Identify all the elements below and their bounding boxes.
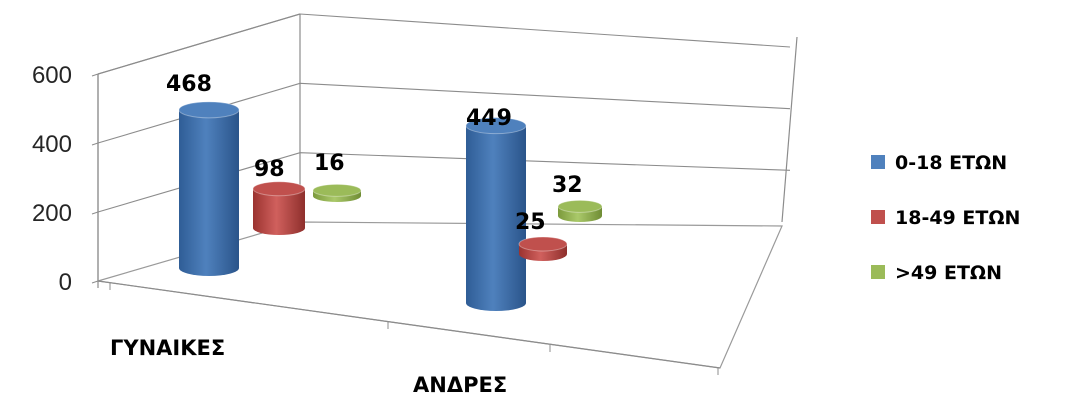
bar-body xyxy=(253,188,305,235)
back-wall-right-edge xyxy=(781,36,798,223)
x-axis-line xyxy=(97,280,721,369)
y-tick xyxy=(91,280,99,284)
bars xyxy=(178,101,603,312)
bar-top xyxy=(312,183,362,197)
gridline xyxy=(97,82,791,144)
y-axis: 0 200 400 600 xyxy=(32,62,99,296)
bar xyxy=(312,183,362,202)
legend-label: 18-49 ΕΤΩΝ xyxy=(895,207,1020,229)
y-tick xyxy=(91,142,99,146)
gridline xyxy=(97,13,791,75)
bar xyxy=(518,236,568,261)
data-label: 32 xyxy=(552,173,583,198)
y-tick-label: 400 xyxy=(32,131,72,158)
y-tick-label: 600 xyxy=(32,62,72,89)
legend-swatch xyxy=(871,155,885,169)
data-label: 98 xyxy=(254,157,285,182)
y-ticks: 0 200 400 600 xyxy=(32,62,99,296)
y-tick-label: 200 xyxy=(32,200,72,227)
gridline xyxy=(97,152,791,213)
bar-top xyxy=(252,181,306,197)
x-axis: ΓΥΝΑΙΚΕΣ ΑΝΔΡΕΣ xyxy=(97,280,721,397)
legend-label: >49 ΕΤΩΝ xyxy=(895,262,1002,284)
gridlines xyxy=(97,13,791,213)
bar-top xyxy=(518,236,568,252)
legend-label: 0-18 ΕΤΩΝ xyxy=(895,152,1007,174)
legend-swatch xyxy=(871,210,885,224)
bar-body xyxy=(466,125,526,312)
y-tick-label: 0 xyxy=(59,269,72,296)
data-label: 468 xyxy=(166,72,212,97)
y-tick xyxy=(91,211,99,215)
bar xyxy=(252,181,306,235)
bar-top xyxy=(178,101,240,119)
bar-top xyxy=(557,199,603,213)
data-label: 16 xyxy=(314,151,345,176)
data-labels: 468 98 16 449 25 32 xyxy=(166,72,583,235)
data-label: 25 xyxy=(515,210,546,235)
legend: 0-18 ΕΤΩΝ 18-49 ΕΤΩΝ >49 ΕΤΩΝ xyxy=(871,152,1020,284)
bar xyxy=(465,117,527,312)
x-category-label: ΓΥΝΑΙΚΕΣ xyxy=(110,336,225,360)
bar-top xyxy=(465,117,527,135)
x-category-label: ΑΝΔΡΕΣ xyxy=(413,373,507,397)
bar xyxy=(557,199,603,222)
bar xyxy=(178,101,240,276)
bar-body xyxy=(179,109,239,276)
y-tick xyxy=(91,73,99,77)
legend-swatch xyxy=(871,265,885,279)
data-label: 449 xyxy=(466,106,512,131)
